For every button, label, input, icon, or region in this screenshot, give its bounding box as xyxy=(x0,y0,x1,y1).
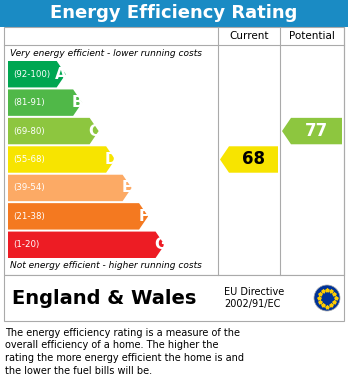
Text: (1-20): (1-20) xyxy=(13,240,39,249)
Text: D: D xyxy=(104,152,117,167)
Text: (39-54): (39-54) xyxy=(13,183,45,192)
Bar xyxy=(4,275,344,321)
Text: overall efficiency of a home. The higher the: overall efficiency of a home. The higher… xyxy=(5,341,219,350)
Bar xyxy=(0,0,348,27)
Text: England & Wales: England & Wales xyxy=(12,289,196,307)
Text: (21-38): (21-38) xyxy=(13,212,45,221)
Text: Not energy efficient - higher running costs: Not energy efficient - higher running co… xyxy=(10,260,202,269)
Text: Very energy efficient - lower running costs: Very energy efficient - lower running co… xyxy=(10,50,202,59)
Circle shape xyxy=(314,285,340,311)
Polygon shape xyxy=(8,146,115,173)
Text: 77: 77 xyxy=(305,122,328,140)
Text: A: A xyxy=(55,67,67,82)
Polygon shape xyxy=(8,231,165,258)
Polygon shape xyxy=(8,203,148,230)
Text: Current: Current xyxy=(229,31,269,41)
Text: rating the more energy efficient the home is and: rating the more energy efficient the hom… xyxy=(5,353,244,363)
Text: (92-100): (92-100) xyxy=(13,70,50,79)
Polygon shape xyxy=(8,61,66,88)
Text: G: G xyxy=(154,237,166,252)
Text: B: B xyxy=(72,95,84,110)
Text: The energy efficiency rating is a measure of the: The energy efficiency rating is a measur… xyxy=(5,328,240,338)
Text: 68: 68 xyxy=(242,151,265,169)
Text: (55-68): (55-68) xyxy=(13,155,45,164)
Text: EU Directive: EU Directive xyxy=(224,287,284,297)
Text: Energy Efficiency Rating: Energy Efficiency Rating xyxy=(50,5,298,23)
Text: Potential: Potential xyxy=(289,31,335,41)
Polygon shape xyxy=(8,90,82,116)
Polygon shape xyxy=(220,146,278,173)
Polygon shape xyxy=(8,118,98,144)
Text: (69-80): (69-80) xyxy=(13,127,45,136)
Polygon shape xyxy=(282,118,342,144)
Text: 2002/91/EC: 2002/91/EC xyxy=(224,299,280,309)
Text: (81-91): (81-91) xyxy=(13,98,45,107)
Bar xyxy=(4,27,344,275)
Text: E: E xyxy=(122,180,132,196)
Polygon shape xyxy=(8,175,132,201)
Text: C: C xyxy=(89,124,100,138)
Text: the lower the fuel bills will be.: the lower the fuel bills will be. xyxy=(5,366,152,375)
Text: F: F xyxy=(139,209,149,224)
